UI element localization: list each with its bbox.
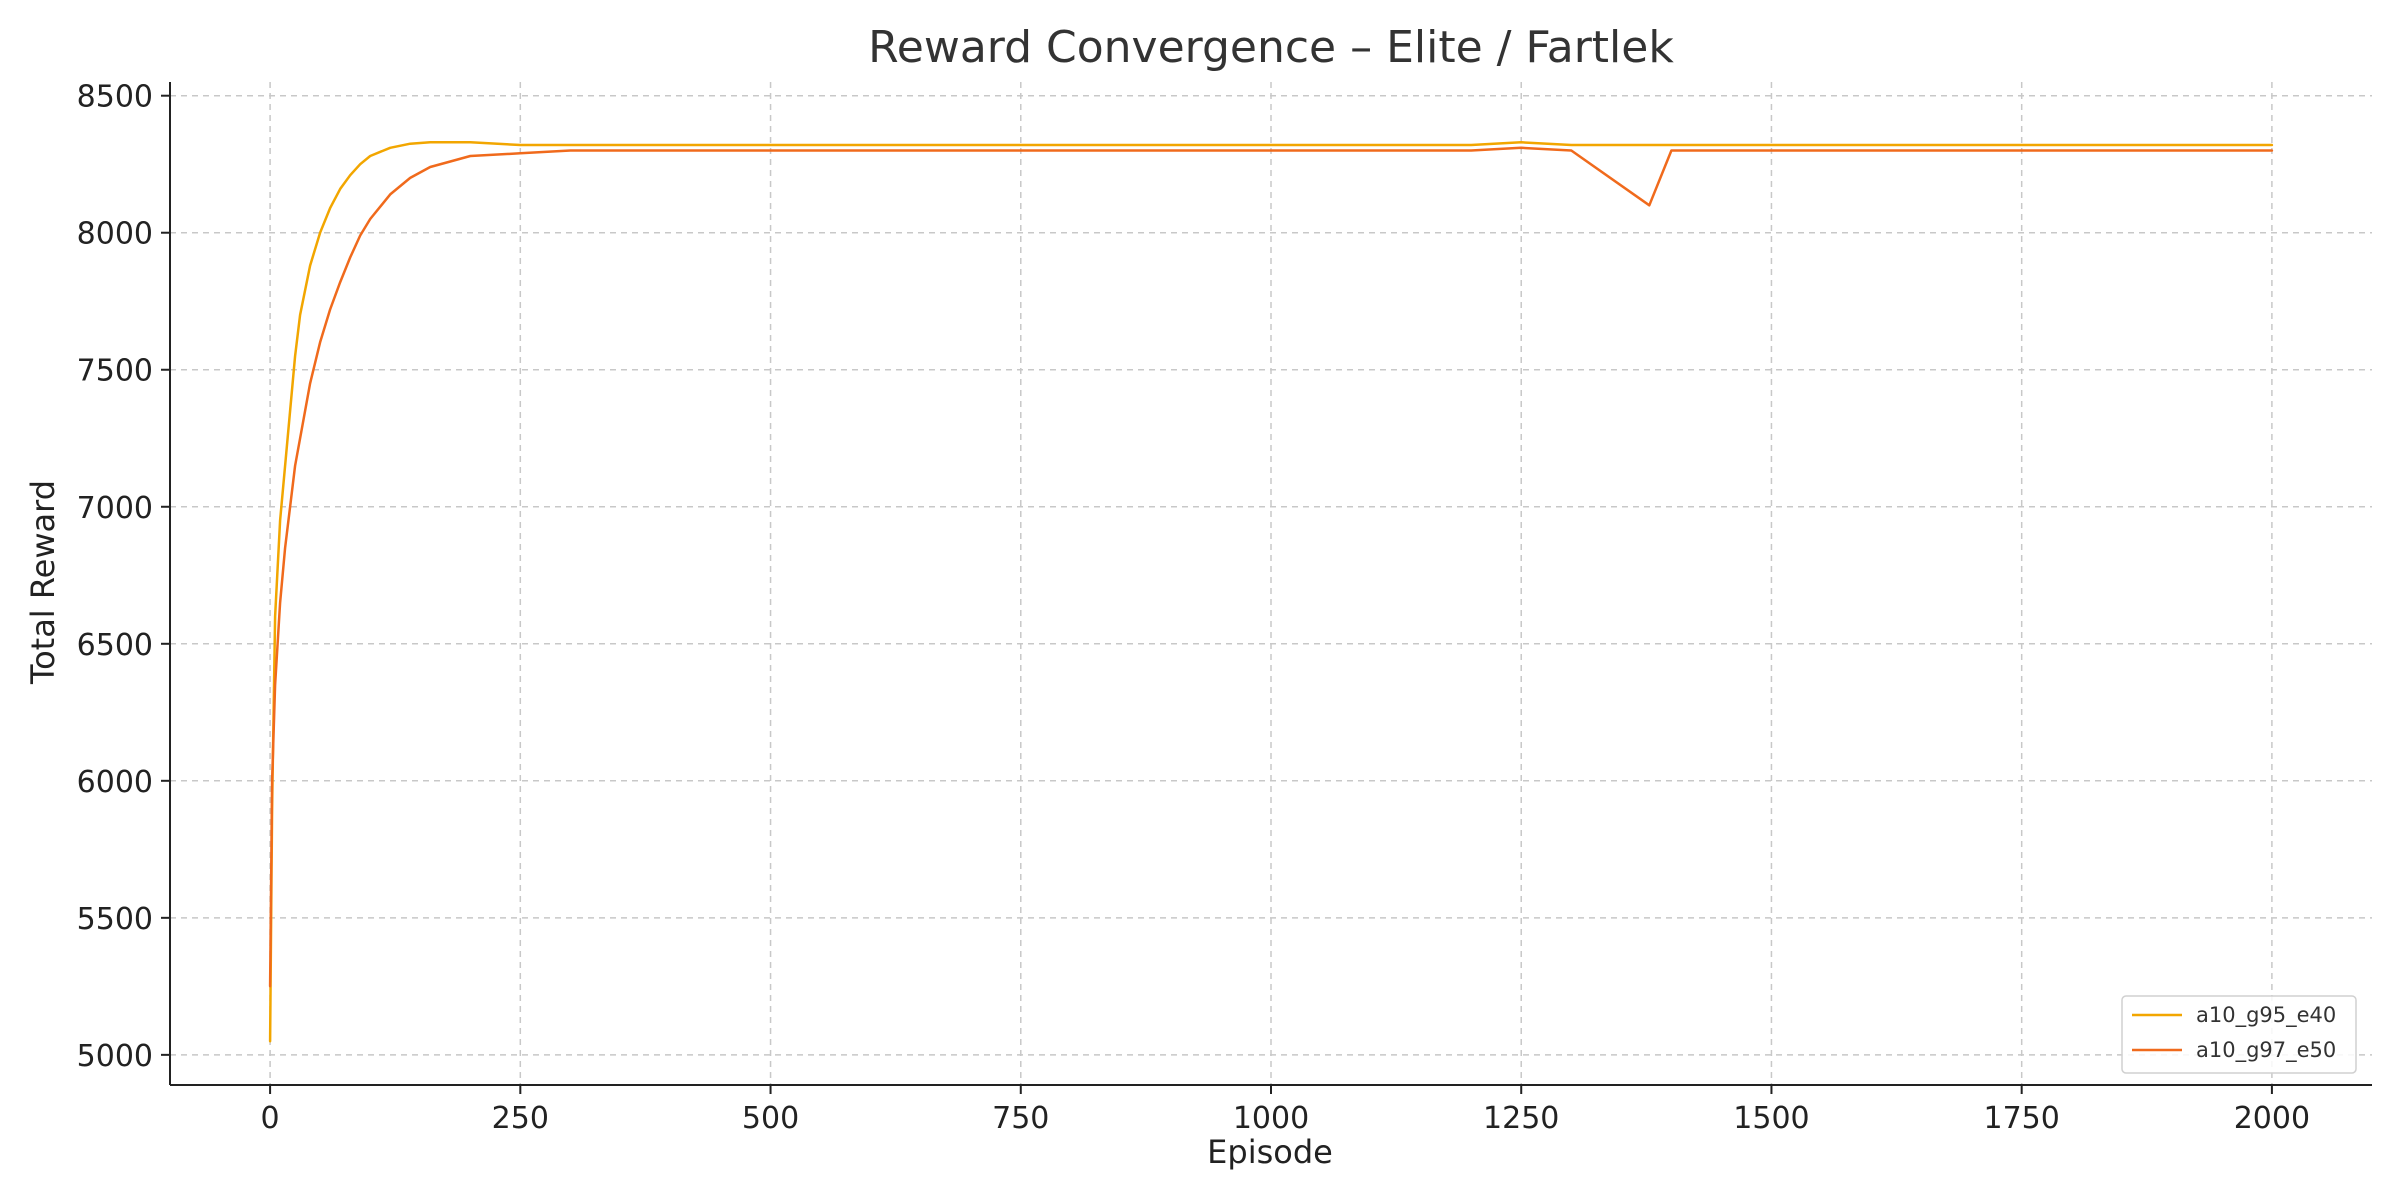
x-tick-label: 0 xyxy=(261,1101,280,1136)
chart-title: Reward Convergence – Elite / Fartlek xyxy=(868,22,1674,73)
y-tick-label: 5500 xyxy=(77,902,153,937)
x-tick-label: 250 xyxy=(492,1101,549,1136)
ticks-layer: 0 250 500 750 1000 1250 1500 1750 2000 5000 5500 60… xyxy=(77,80,2310,1136)
x-tick-label: 500 xyxy=(742,1101,799,1136)
y-axis-label: Total Reward xyxy=(24,480,62,685)
x-tick-label: 1500 xyxy=(1733,1101,1809,1136)
x-tick-label: 1000 xyxy=(1233,1101,1309,1136)
x-axis-label: Episode xyxy=(1207,1133,1333,1171)
y-tick-label: 8500 xyxy=(77,80,153,115)
y-tick-label: 7000 xyxy=(77,491,153,526)
y-tick-label: 5000 xyxy=(77,1039,153,1074)
grid-layer xyxy=(170,82,2372,1085)
x-tick-label: 2000 xyxy=(2234,1101,2310,1136)
y-tick-label: 6500 xyxy=(77,628,153,663)
y-tick-label: 8000 xyxy=(77,217,153,252)
legend-label-a10_g95_e40: a10_g95_e40 xyxy=(2196,1003,2336,1028)
y-tick-label: 6000 xyxy=(77,765,153,800)
x-tick-label: 1750 xyxy=(1984,1101,2060,1136)
series-layer xyxy=(268,141,2274,1043)
legend: a10_g95_e40 a10_g97_e50 xyxy=(2121,995,2357,1074)
x-tick-label: 1250 xyxy=(1483,1101,1559,1136)
x-tick-label: 750 xyxy=(992,1101,1049,1136)
legend-label-a10_g97_e50: a10_g97_e50 xyxy=(2196,1038,2336,1063)
series-line-a10_g97_e50 xyxy=(268,146,2274,988)
series-line-a10_g95_e40 xyxy=(268,141,2274,1043)
y-tick-label: 7500 xyxy=(77,354,153,389)
